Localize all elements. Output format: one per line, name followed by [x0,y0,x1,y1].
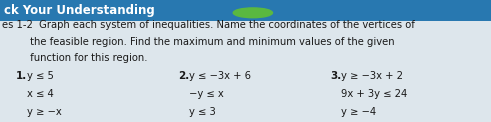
Text: 3.: 3. [330,71,342,81]
Text: 9x + 3y ≤ 24: 9x + 3y ≤ 24 [341,89,408,99]
Text: function for this region.: function for this region. [2,53,148,63]
Text: 2.: 2. [178,71,190,81]
Text: the feasible region. Find the maximum and minimum values of the given: the feasible region. Find the maximum an… [2,37,395,47]
Text: x ≤ 4: x ≤ 4 [27,89,54,99]
Text: −y ≤ x: −y ≤ x [189,89,224,99]
Text: y ≥ −3x + 2: y ≥ −3x + 2 [341,71,403,81]
Text: y ≤ −3x + 6: y ≤ −3x + 6 [189,71,251,81]
Text: y ≥ −x: y ≥ −x [27,107,62,117]
Text: es 1-2  Graph each system of inequalities. Name the coordinates of the vertices : es 1-2 Graph each system of inequalities… [2,20,415,30]
FancyBboxPatch shape [0,0,491,21]
FancyBboxPatch shape [0,21,491,122]
Text: y ≤ 3: y ≤ 3 [189,107,216,117]
Text: y ≤ 5: y ≤ 5 [27,71,54,81]
Text: 1.: 1. [16,71,27,81]
Text: ck Your Understanding: ck Your Understanding [4,4,155,17]
Text: y ≥ −4: y ≥ −4 [341,107,377,117]
Circle shape [233,8,273,18]
